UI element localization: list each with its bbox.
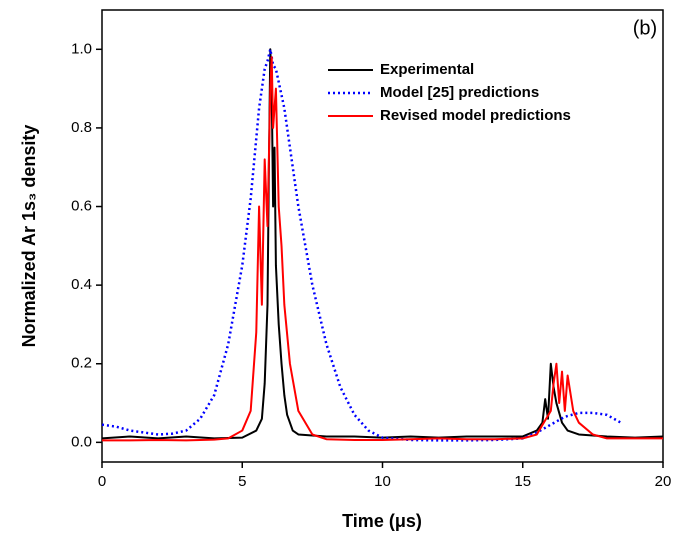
y-tick-label: 0.8 [71, 119, 92, 136]
x-tick-label: 0 [98, 473, 106, 490]
y-tick-label: 0.0 [71, 433, 92, 450]
panel-label: (b) [633, 17, 657, 39]
y-tick-label: 0.4 [71, 276, 92, 293]
x-axis-label: Time (μs) [342, 511, 422, 531]
legend-label: Model [25] predictions [380, 84, 539, 101]
y-tick-label: 0.6 [71, 197, 92, 214]
legend-label: Experimental [380, 61, 474, 78]
x-tick-label: 15 [514, 473, 531, 490]
x-tick-label: 10 [374, 473, 391, 490]
legend-label: Revised model predictions [380, 107, 571, 124]
x-tick-label: 5 [238, 473, 246, 490]
y-axis-label: Normalized Ar 1s₃ density [19, 125, 39, 348]
x-tick-label: 20 [655, 473, 672, 490]
y-tick-label: 1.0 [71, 40, 92, 57]
series-line [101, 48, 622, 442]
series-line [102, 56, 663, 442]
y-tick-label: 0.2 [71, 355, 92, 372]
